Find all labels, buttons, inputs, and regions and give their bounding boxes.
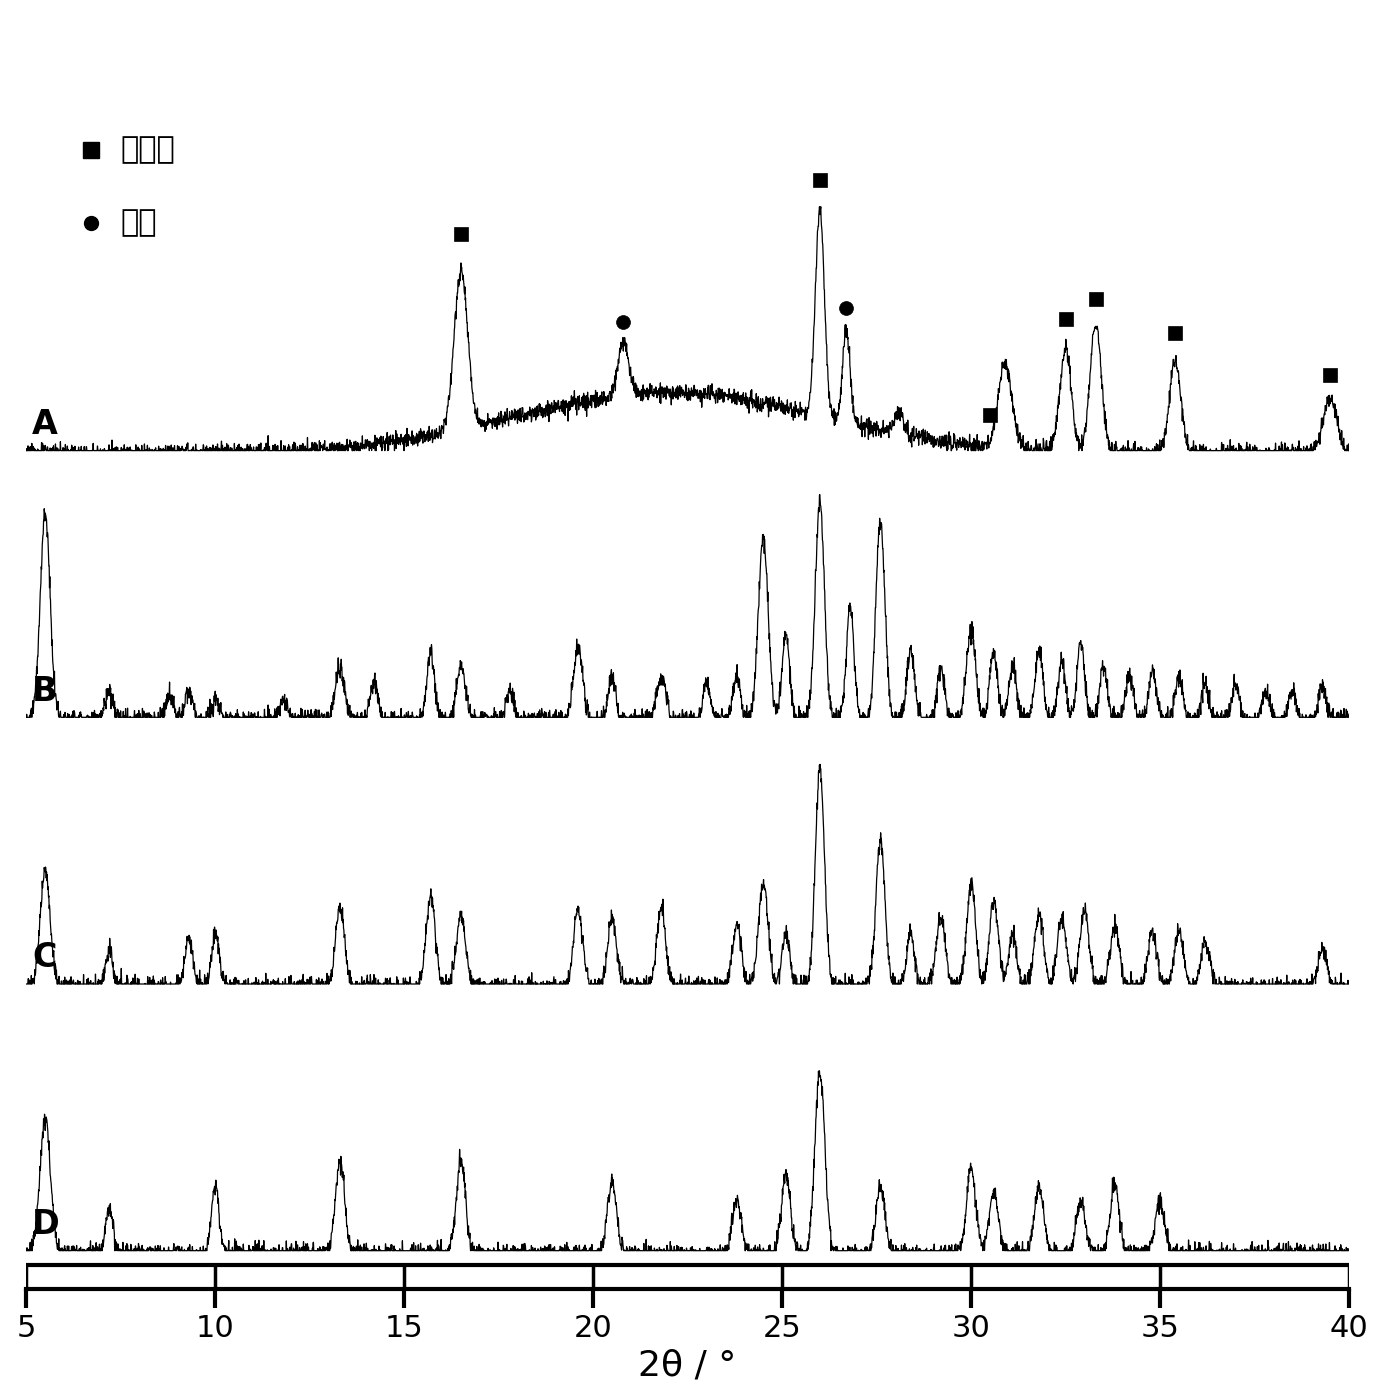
Text: 石英: 石英 bbox=[120, 208, 158, 238]
Text: A: A bbox=[32, 409, 58, 441]
Text: D: D bbox=[32, 1207, 60, 1241]
X-axis label: 2θ / °: 2θ / ° bbox=[638, 1349, 737, 1382]
Text: 莫来石: 莫来石 bbox=[120, 136, 176, 165]
Text: B: B bbox=[32, 674, 58, 708]
Text: C: C bbox=[32, 942, 57, 974]
